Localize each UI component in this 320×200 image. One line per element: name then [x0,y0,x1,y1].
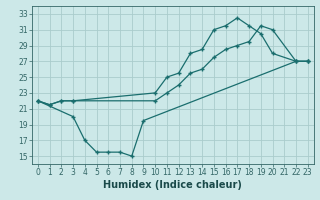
X-axis label: Humidex (Indice chaleur): Humidex (Indice chaleur) [103,180,242,190]
